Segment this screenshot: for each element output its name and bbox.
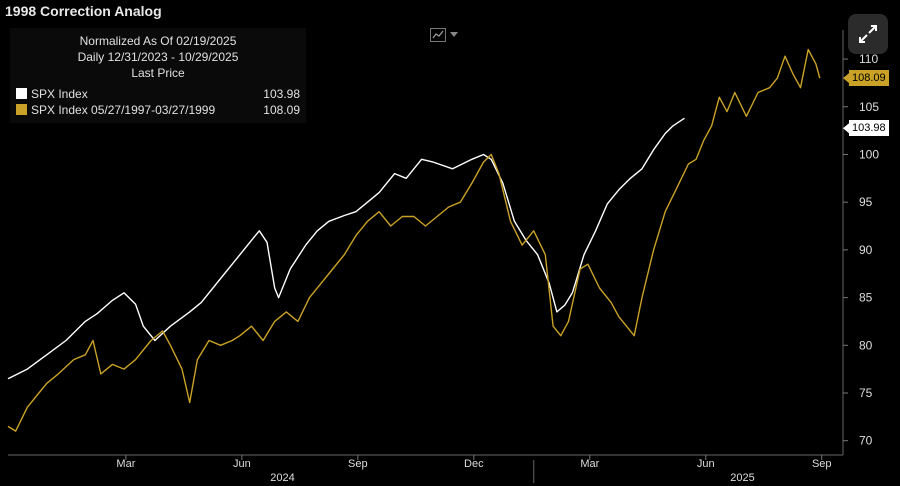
series-line-spx-1997-1999 xyxy=(8,50,820,432)
last-value-tag-gold: 108.09 xyxy=(849,70,889,86)
last-value-tag-white: 103.98 xyxy=(849,120,889,136)
y-tick-label: 95 xyxy=(859,195,873,209)
y-tick-label: 100 xyxy=(859,147,879,161)
y-tick-label: 80 xyxy=(859,338,873,352)
x-year-label: 2024 xyxy=(270,472,294,484)
x-year-label: 2025 xyxy=(730,472,754,484)
y-tick-label: 85 xyxy=(859,291,873,305)
x-tick-label: Jun xyxy=(233,458,251,470)
x-tick-label: Sep xyxy=(812,458,832,470)
series-line-spx xyxy=(8,118,685,379)
y-tick-label: 75 xyxy=(859,386,873,400)
x-tick-label: Sep xyxy=(348,458,368,470)
y-tick-label: 105 xyxy=(859,100,879,114)
x-tick-label: Dec xyxy=(464,458,484,470)
y-tick-label: 90 xyxy=(859,243,873,257)
y-tick-label: 110 xyxy=(859,52,878,66)
x-tick-label: Jun xyxy=(697,458,715,470)
x-tick-label: Mar xyxy=(116,458,135,470)
y-tick-label: 70 xyxy=(859,434,873,448)
x-tick-label: Mar xyxy=(580,458,599,470)
